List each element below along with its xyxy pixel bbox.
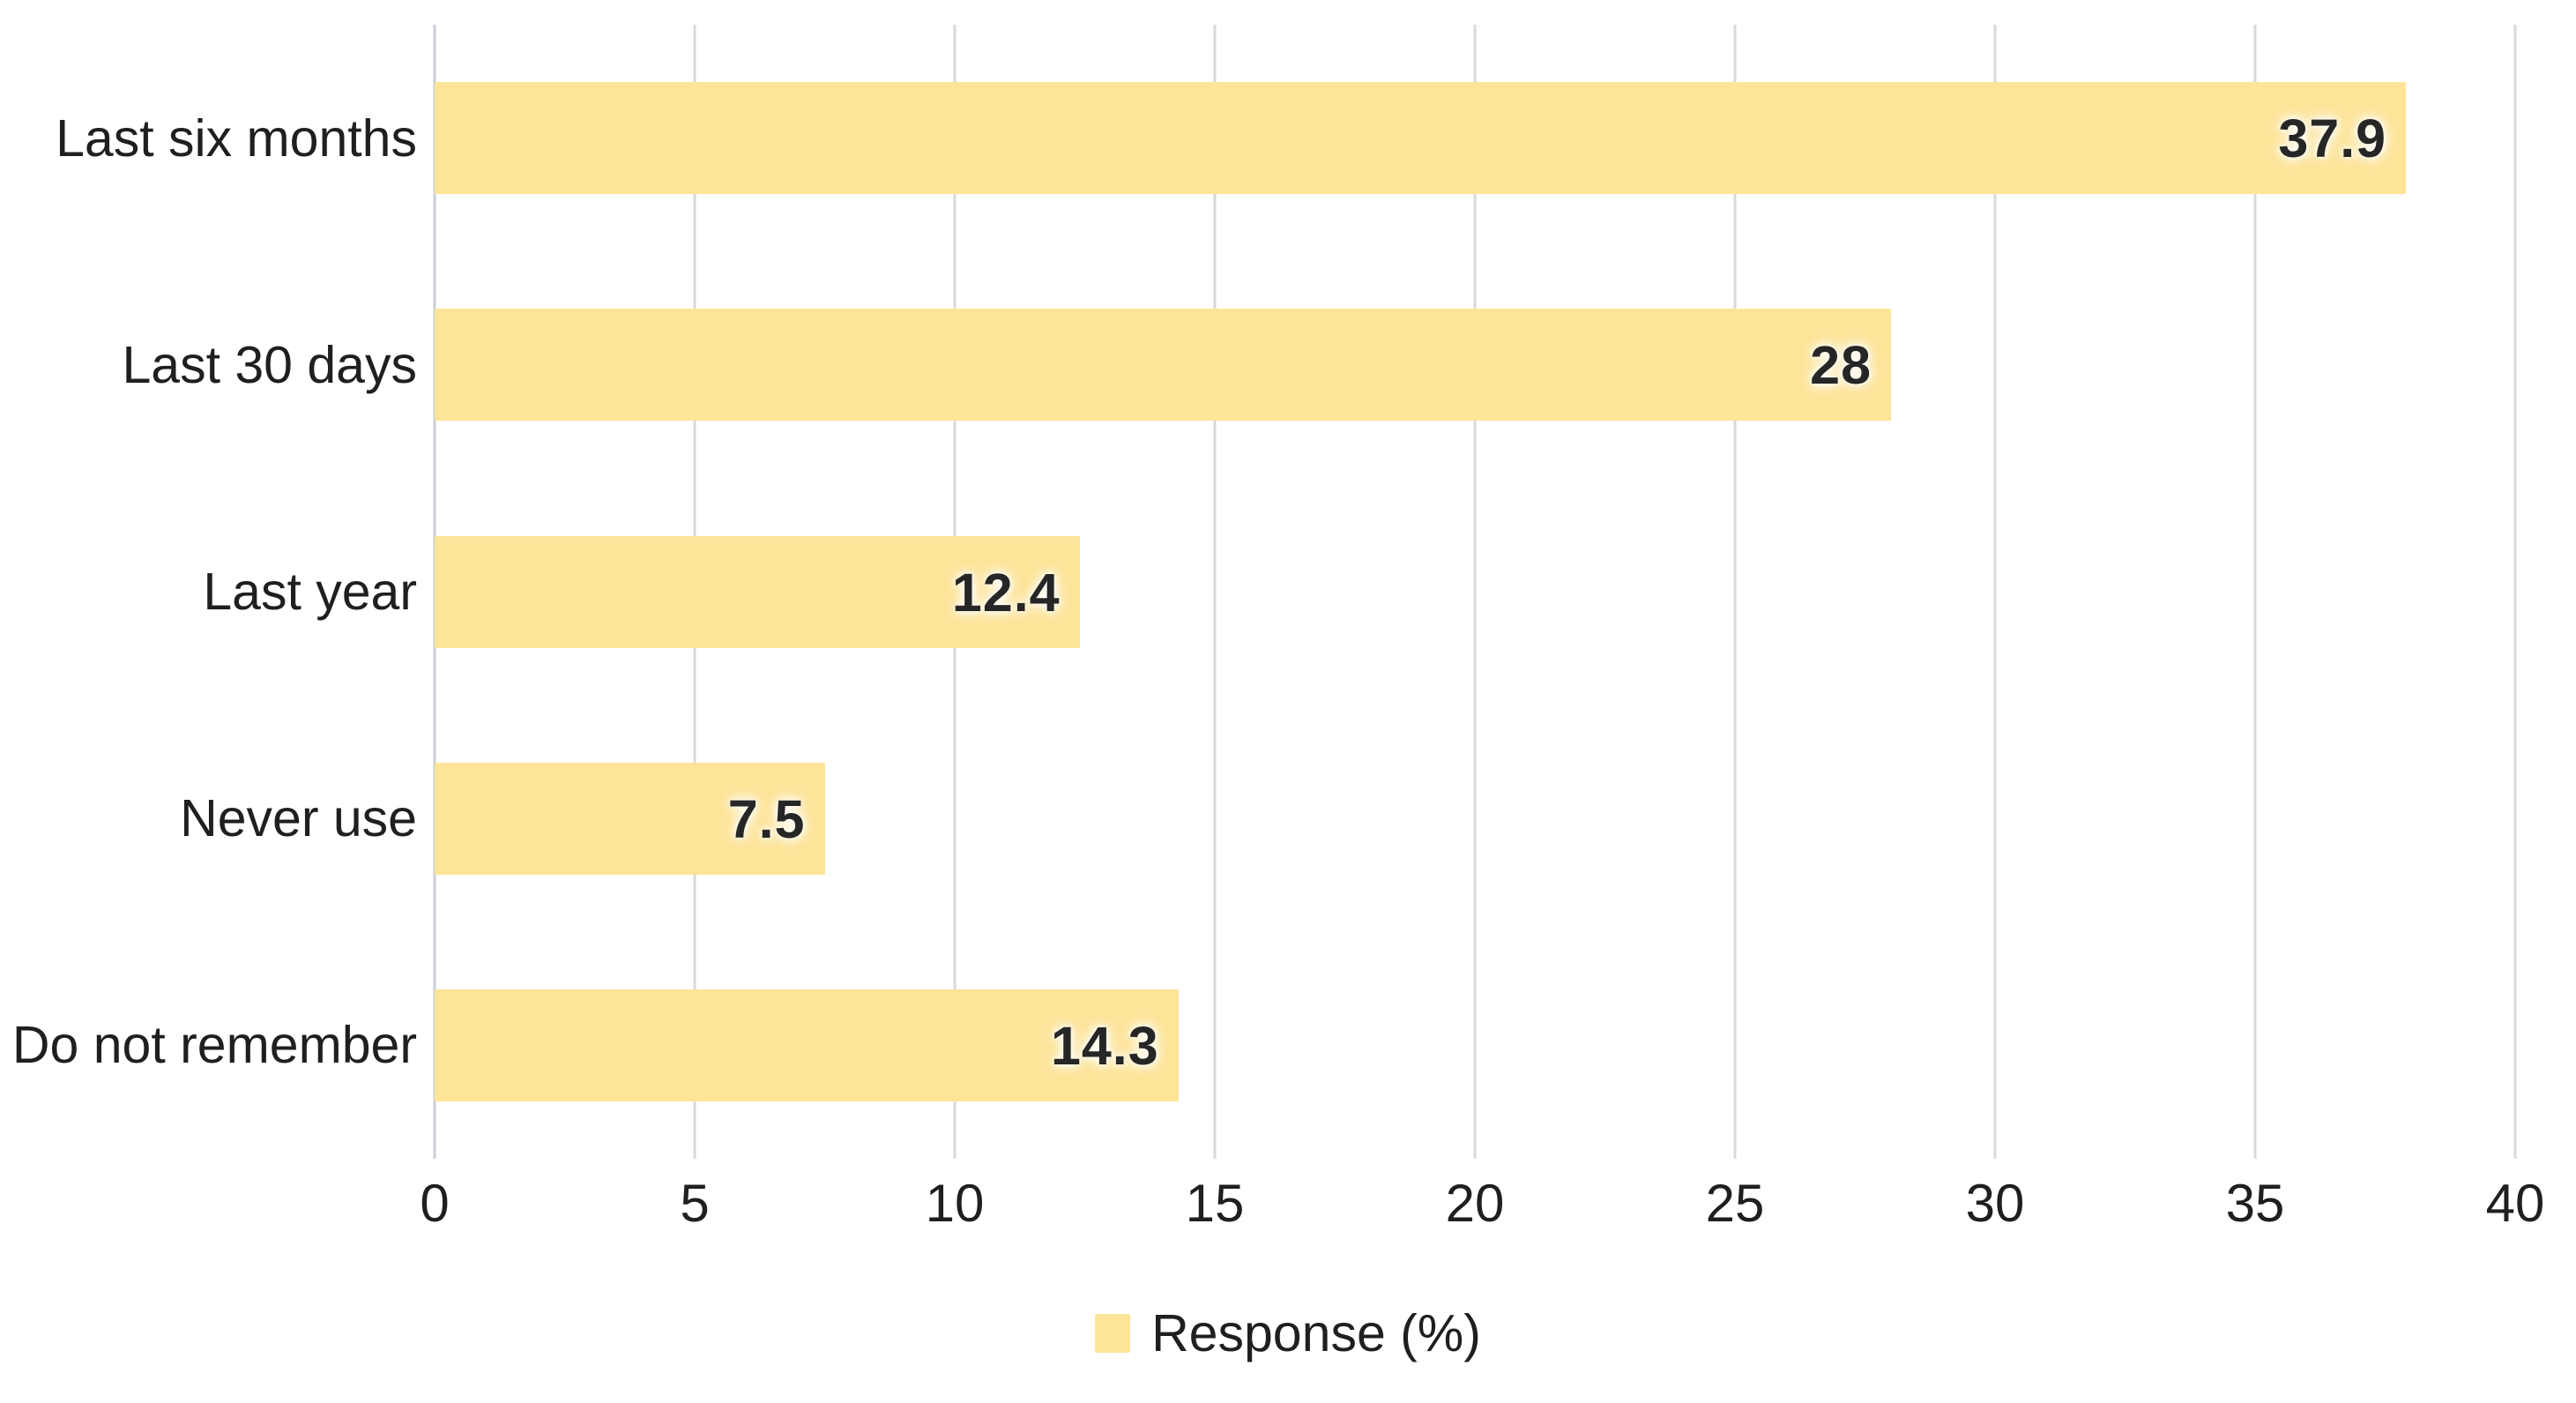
gridline: [1733, 25, 1737, 1159]
bar-value-label: 37.9: [2278, 108, 2387, 168]
bar-value-label: 28: [1810, 334, 1872, 395]
x-tick-label: 10: [925, 1174, 985, 1233]
plot-area: 37.9 28 12.4 7.5 14.3: [433, 25, 2517, 1159]
legend-swatch: [1095, 1314, 1131, 1353]
x-axis: 0 5 10 15 20 25 30 35 40: [420, 1173, 2544, 1243]
bar-last-30-days: 28: [435, 309, 1891, 421]
category-label-do-not-remember: Do not remember: [11, 1016, 417, 1074]
x-tick-label: 20: [1445, 1174, 1505, 1233]
x-tick-label: 30: [1965, 1174, 2025, 1233]
category-label-last-30-days: Last 30 days: [122, 336, 417, 394]
category-axis: Last six months Last 30 days Last year Neve…: [0, 25, 417, 1159]
gridline: [2513, 25, 2517, 1159]
bar-last-year: 12.4: [435, 536, 1080, 648]
x-tick-label: 5: [680, 1174, 710, 1233]
category-label-last-six-months: Last six months: [56, 109, 417, 168]
legend: Response (%): [0, 1303, 2576, 1363]
x-tick-label: 40: [2485, 1174, 2545, 1233]
x-tick-label: 15: [1185, 1174, 1245, 1233]
bar-value-label: 12.4: [951, 562, 1061, 623]
x-tick-label: 0: [420, 1174, 450, 1233]
category-label-never-use: Never use: [180, 789, 417, 847]
bar-value-label: 7.5: [727, 788, 806, 849]
gridline: [1993, 25, 1997, 1159]
gridline: [1213, 25, 1217, 1159]
x-tick-label: 25: [1705, 1174, 1765, 1233]
gridline: [1473, 25, 1477, 1159]
gridline: [2253, 25, 2257, 1159]
bar-value-label: 14.3: [1050, 1015, 1159, 1076]
bar-last-six-months: 37.9: [435, 82, 2407, 194]
legend-label: Response (%): [1151, 1304, 1481, 1362]
bar-never-use: 7.5: [435, 763, 825, 875]
category-label-last-year: Last year: [203, 563, 417, 621]
x-tick-label: 35: [2225, 1174, 2285, 1233]
bar-do-not-remember: 14.3: [435, 989, 1179, 1101]
